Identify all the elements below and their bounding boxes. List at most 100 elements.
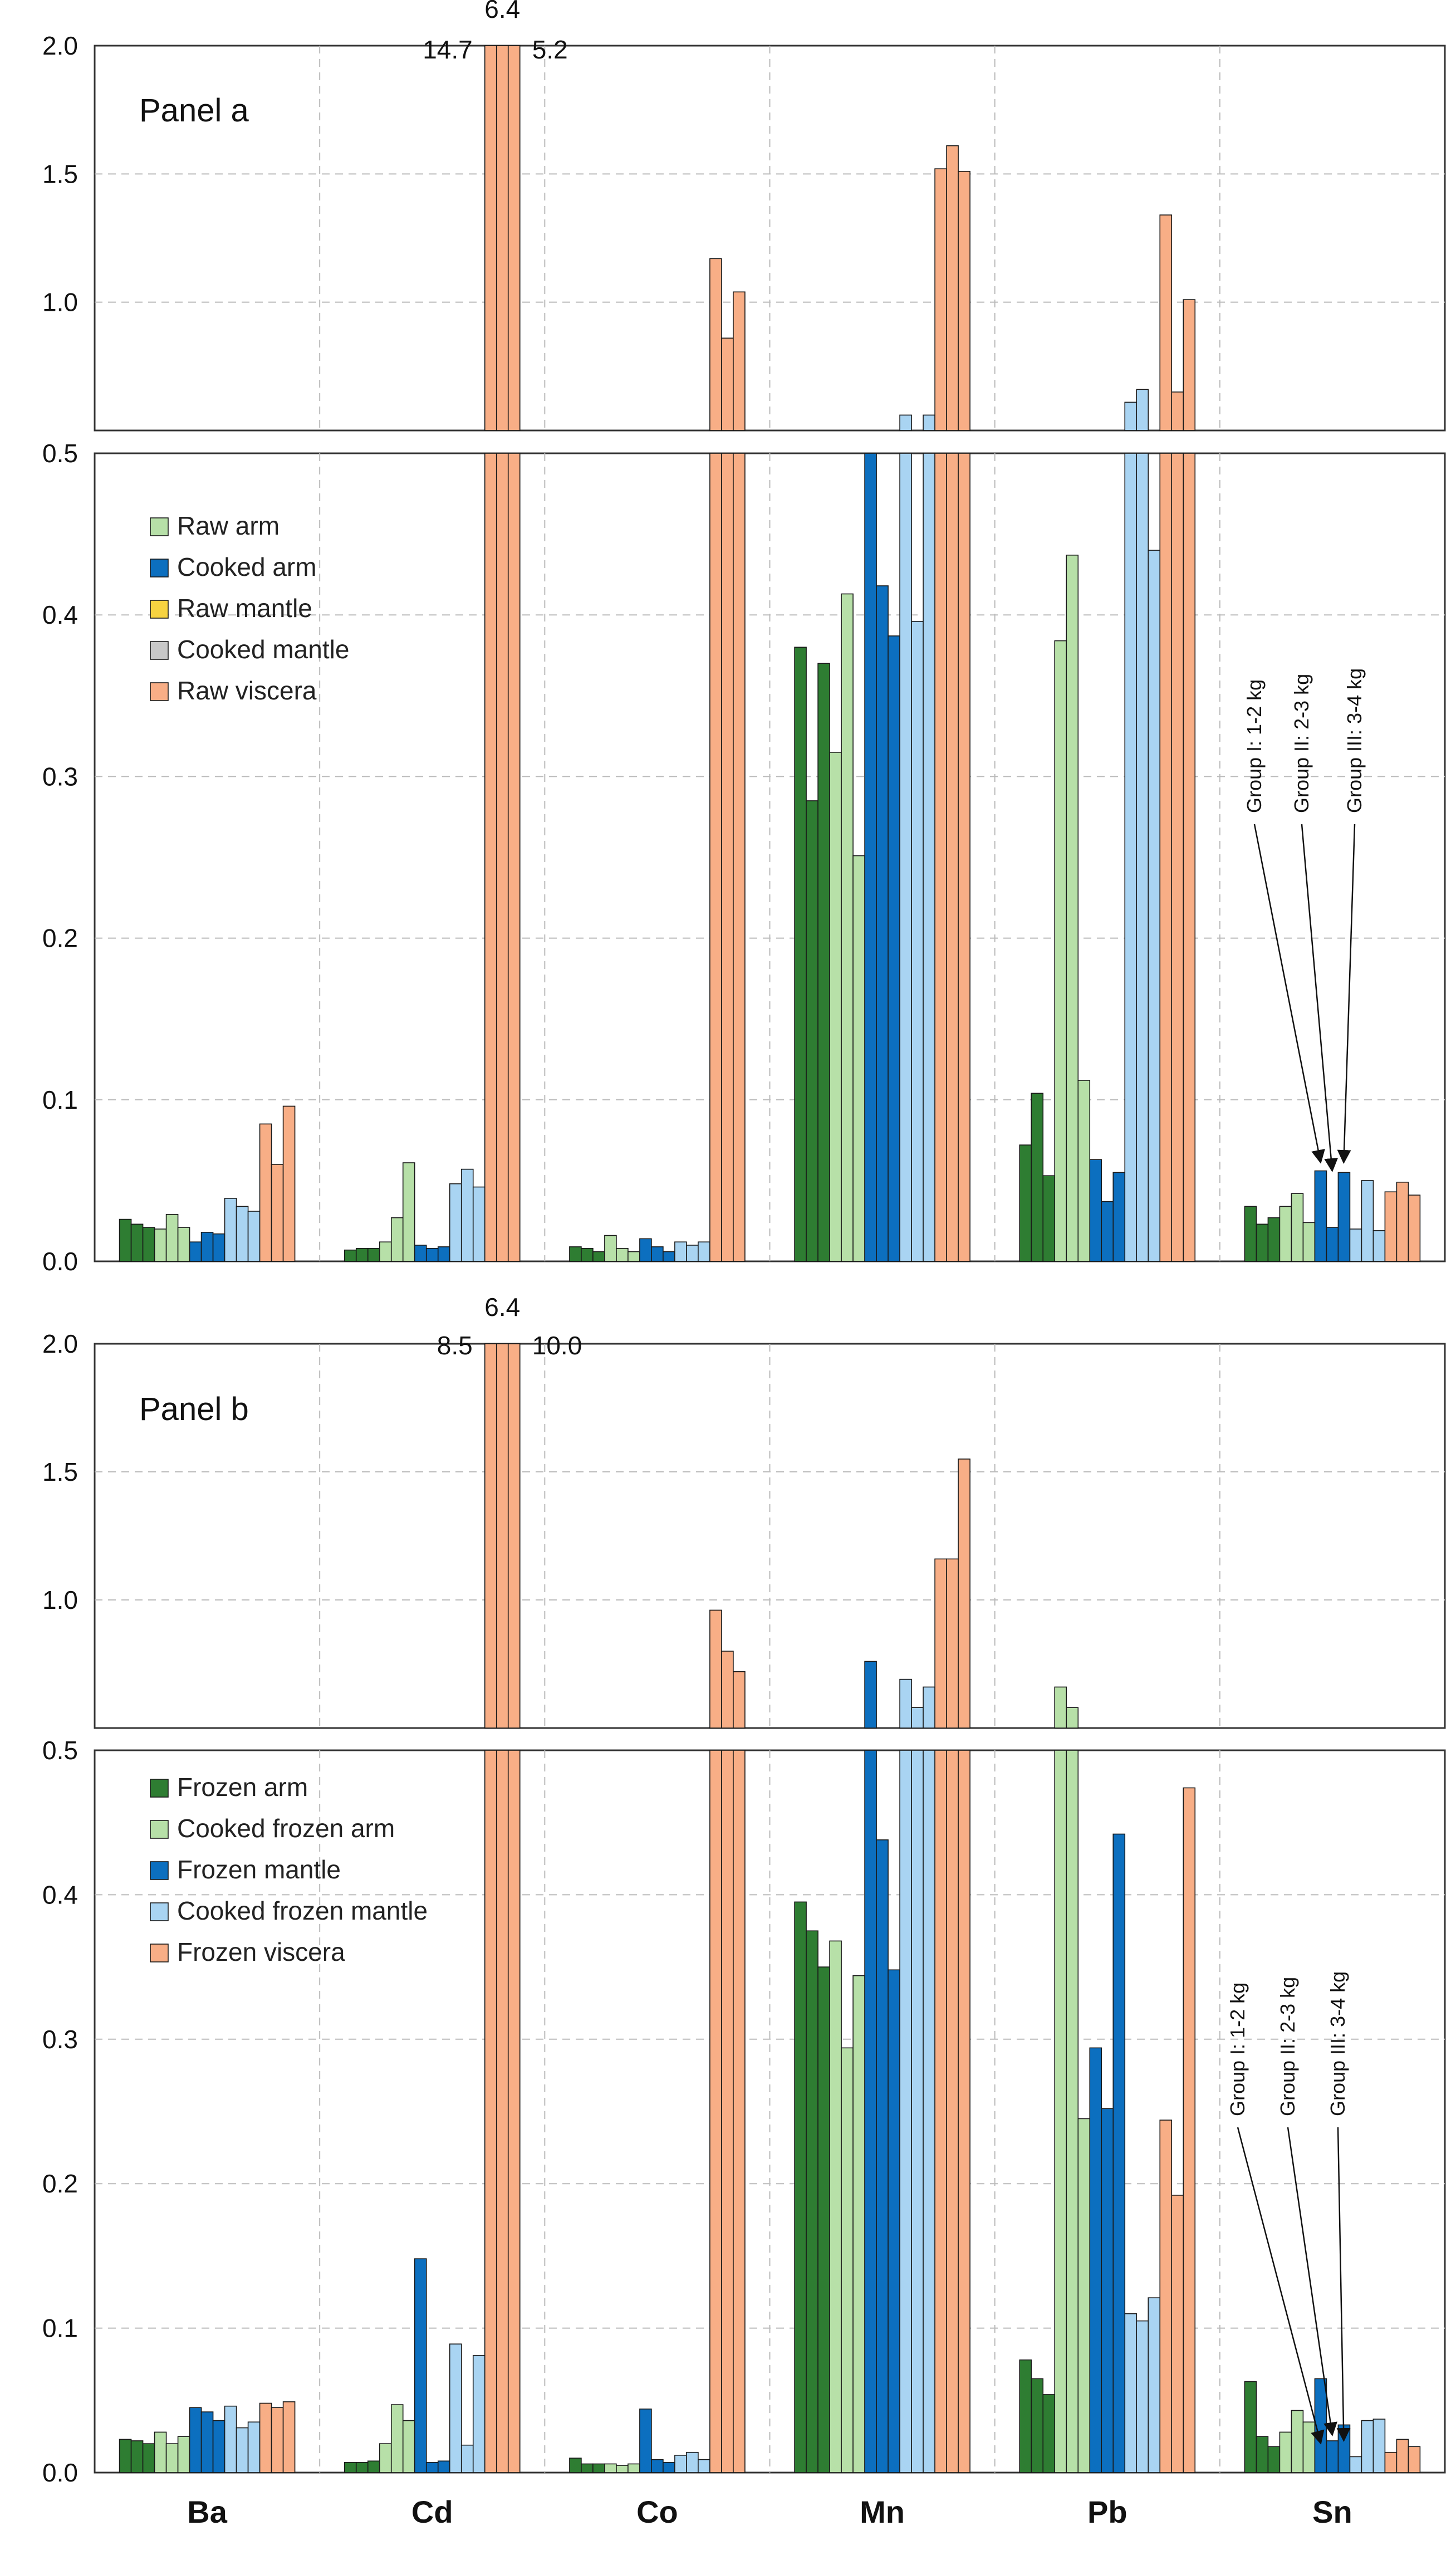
bar <box>1089 1159 1102 1262</box>
bar <box>200 1231 214 1262</box>
bar <box>581 2463 594 2473</box>
bar <box>899 1750 912 2473</box>
y-tick-label: 0.5 <box>42 1736 78 1765</box>
bar <box>686 2451 699 2473</box>
bar <box>627 2463 640 2473</box>
bar <box>425 1247 439 1262</box>
bar <box>1256 1223 1269 1262</box>
bar <box>569 2458 582 2473</box>
bar <box>355 1247 369 1262</box>
bar <box>1066 1707 1079 1729</box>
y-tick-label: 0.4 <box>42 1880 78 1909</box>
bar <box>888 635 900 1262</box>
bar <box>282 1105 296 1262</box>
bar <box>1384 2451 1398 2473</box>
bar <box>130 1223 144 1262</box>
bar <box>282 2401 296 2473</box>
group-arrow <box>1253 824 1325 1164</box>
x-tick-label: Co <box>636 2494 678 2529</box>
bar <box>1066 1750 1079 2473</box>
bar <box>437 1246 450 1262</box>
bar <box>1019 2359 1032 2473</box>
bar <box>130 2440 144 2473</box>
bar <box>1159 214 1173 431</box>
bar <box>507 1750 521 2473</box>
bar <box>616 1247 629 1262</box>
bar <box>177 2436 190 2473</box>
legend-label: Raw arm <box>177 511 280 540</box>
bar <box>569 1246 582 1262</box>
bar <box>592 2463 605 2473</box>
bar <box>189 1241 202 1262</box>
y-tick-label: 1.0 <box>42 1585 78 1614</box>
x-tick-label: Pb <box>1087 2494 1127 2529</box>
bar <box>829 1940 842 2473</box>
bar <box>236 2427 249 2473</box>
bar <box>425 2462 439 2473</box>
bar <box>177 1227 190 1262</box>
bar <box>1101 2108 1114 2473</box>
bar <box>733 291 746 431</box>
bar <box>367 1247 380 1262</box>
bar <box>1054 1686 1067 1729</box>
bar <box>1112 1833 1126 2473</box>
bar <box>472 1186 486 1262</box>
bar <box>1384 1191 1398 1262</box>
bar <box>119 2439 132 2473</box>
x-tick-label: Ba <box>187 2494 227 2529</box>
bar <box>1077 2118 1091 2473</box>
bar <box>1349 2456 1362 2473</box>
bar <box>616 2465 629 2473</box>
x-tick-label: Mn <box>860 2494 905 2529</box>
bar <box>1267 2446 1281 2473</box>
y-tick-label: 0.2 <box>42 2169 78 2198</box>
bar <box>1171 453 1184 1262</box>
bar <box>1302 2421 1316 2473</box>
bar <box>1314 1170 1327 1262</box>
bar <box>958 170 970 431</box>
y-tick-label: 0.0 <box>42 1247 78 1276</box>
y-tick-label: 0.0 <box>42 2458 78 2487</box>
bar <box>651 1246 664 1262</box>
legend-label: Cooked frozen mantle <box>177 1896 428 1925</box>
bar <box>709 1609 722 1729</box>
bar <box>142 2443 155 2473</box>
bar <box>829 752 842 1262</box>
bar <box>212 2420 225 2473</box>
bar <box>899 414 912 431</box>
bar <box>507 1343 521 1729</box>
bar <box>1361 1180 1374 1262</box>
bar <box>1372 1230 1386 1262</box>
bar <box>449 1183 462 1262</box>
bar <box>911 1750 924 2473</box>
bar <box>484 1750 497 2473</box>
legend-label: Frozen mantle <box>177 1855 341 1884</box>
legend-swatch <box>150 641 169 660</box>
bar <box>507 453 521 1262</box>
bar <box>200 2411 214 2473</box>
bar <box>1326 1227 1339 1262</box>
y-tick-label: 0.1 <box>42 2314 78 2343</box>
bar <box>484 453 497 1262</box>
bar <box>1326 2440 1339 2473</box>
bar <box>1124 402 1138 431</box>
bar <box>698 2459 710 2473</box>
bar <box>390 1217 404 1262</box>
bar <box>1244 2381 1257 2473</box>
bar <box>1302 1222 1316 1262</box>
bar <box>923 453 935 1262</box>
panel-a: 0.0 0.1 0.2 0.3 0.4 0.5 1.0 1.5 2.0 Panel a 14.7 6.… <box>42 0 1446 1276</box>
bar <box>402 2420 415 2473</box>
bar <box>841 593 854 1262</box>
bar <box>852 855 865 1262</box>
bar <box>934 453 947 1262</box>
bar <box>709 453 722 1262</box>
bar <box>224 2405 237 2473</box>
bar <box>604 2463 617 2473</box>
bar <box>472 2355 486 2473</box>
bar <box>651 2459 664 2473</box>
bar <box>709 258 722 431</box>
y-tick-label: 1.5 <box>42 1457 78 1486</box>
bar <box>663 1251 675 1262</box>
bar <box>946 145 959 431</box>
